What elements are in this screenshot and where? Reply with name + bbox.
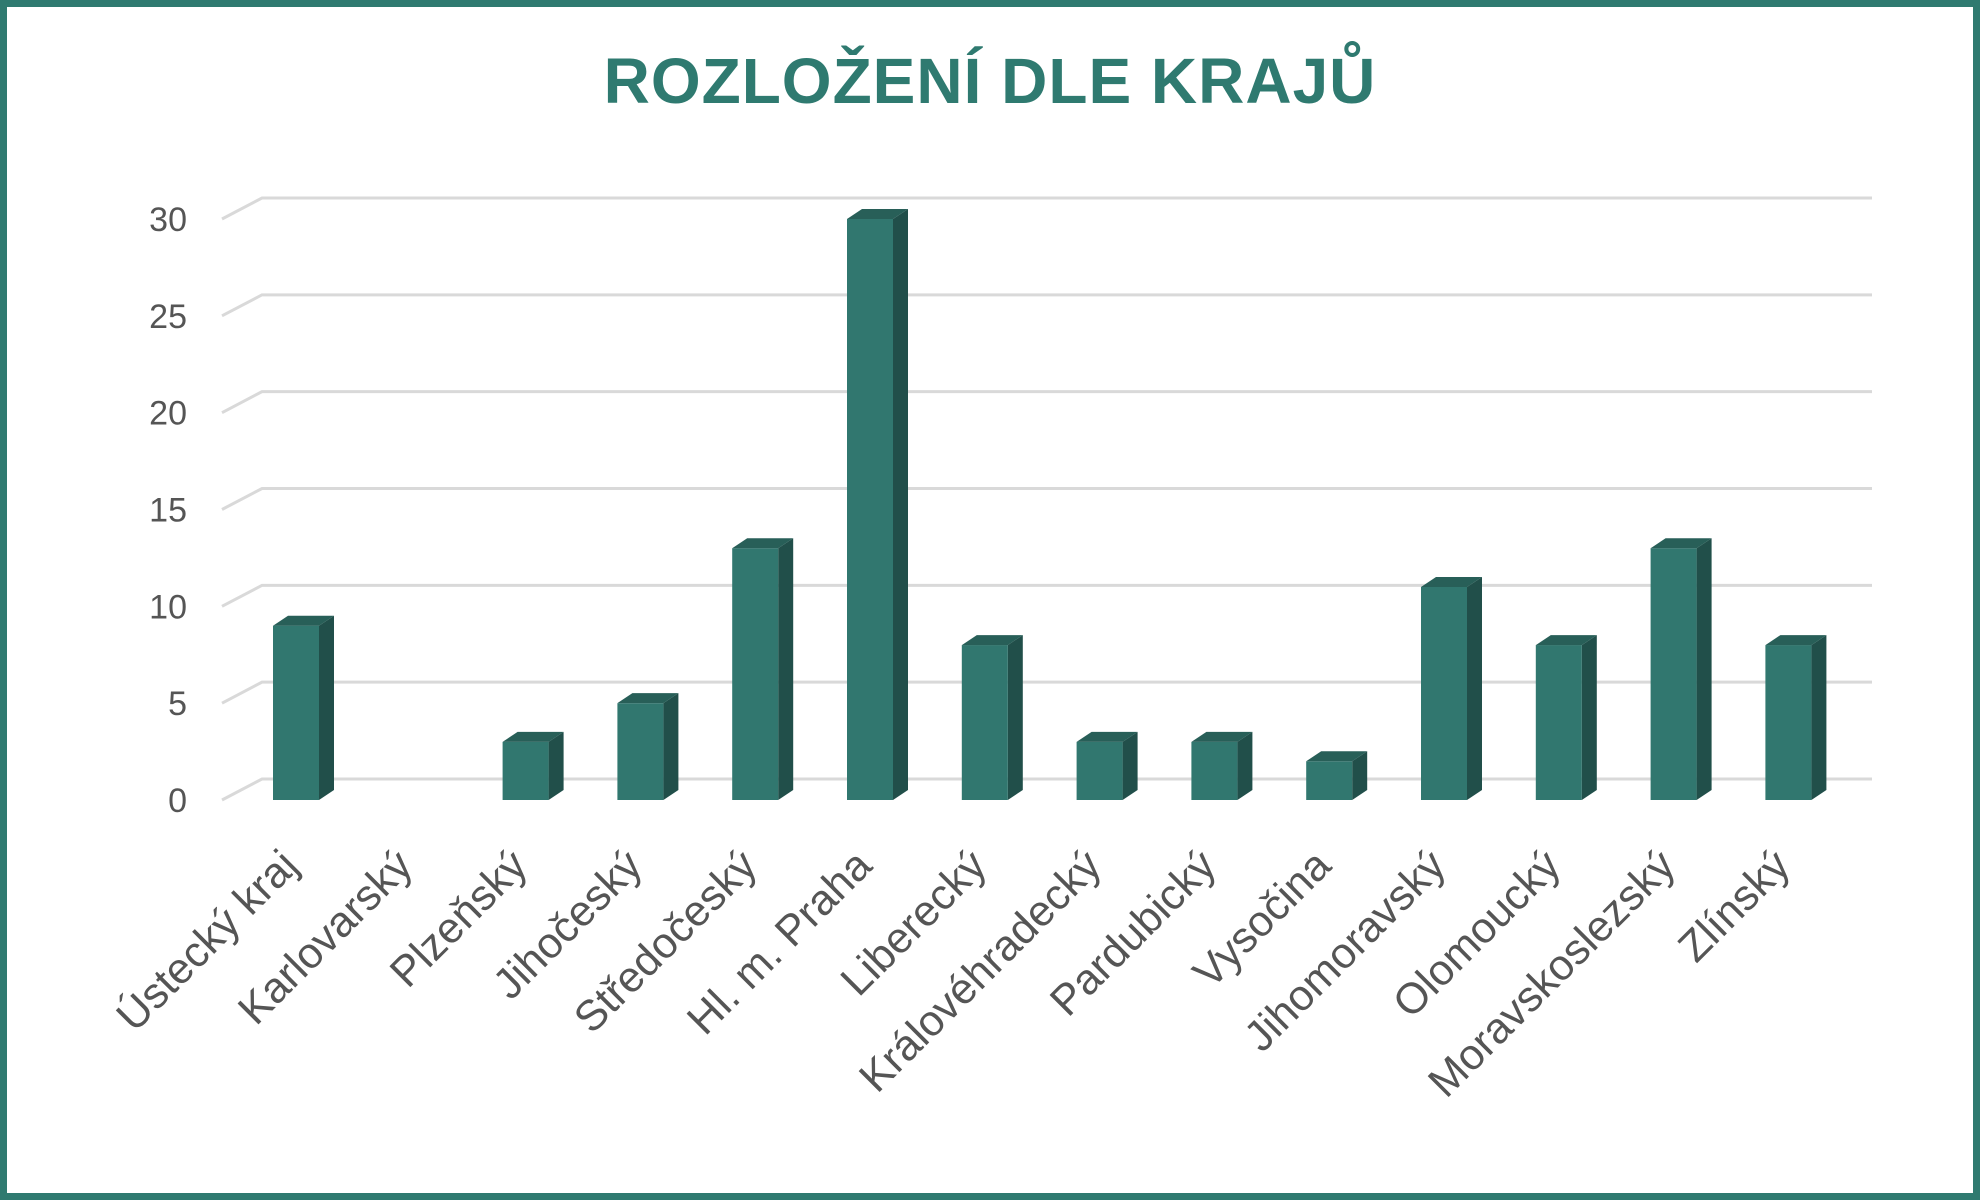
bar-Plzeňský (502, 731, 564, 800)
bar-front (273, 625, 319, 800)
bar-side (1122, 731, 1138, 800)
bar-Jihočeský (617, 693, 679, 800)
y-tick-label: 0 (168, 782, 187, 820)
bar-side (1007, 635, 1023, 800)
bar-front (847, 219, 893, 800)
gridlines (221, 196, 1872, 802)
bar-top (273, 615, 334, 626)
y-tick-label: 10 (149, 588, 187, 626)
bar-Vysočina (1306, 751, 1368, 800)
bar-Olomoucký (1535, 635, 1597, 800)
gridline-5 (221, 680, 1872, 705)
bar-front (502, 741, 549, 800)
bar-side (319, 615, 334, 800)
bar-top (1535, 635, 1597, 646)
bar-front (617, 703, 664, 800)
x-category-label: Jihomoravský (1235, 841, 1455, 1061)
gridline-0 (221, 777, 1872, 802)
bar-side (663, 693, 679, 800)
bar-side (1352, 751, 1368, 800)
bar-side (778, 538, 794, 800)
bars (273, 209, 1827, 800)
bar-Hl. m. Praha (847, 209, 908, 800)
bar-front (961, 645, 1008, 800)
bar-side (1811, 635, 1827, 800)
bar-side (548, 731, 564, 800)
bar-front (1076, 741, 1123, 800)
chart-title: ROZLOŽENÍ DLE KRAJŮ (603, 45, 1377, 117)
bar-front (1765, 645, 1812, 800)
bar-side (1237, 731, 1253, 800)
bar-top (732, 538, 794, 549)
bar-Ústecký kraj (273, 615, 334, 800)
bar-top (1765, 635, 1827, 646)
bar-top (961, 635, 1023, 646)
bar-side (893, 209, 908, 800)
y-tick-label: 5 (168, 685, 187, 723)
bar-front (1535, 645, 1582, 800)
x-category-label: Zlínský (1669, 841, 1800, 972)
gridline-30 (221, 196, 1872, 221)
bar-top (1421, 576, 1482, 587)
y-tick-label: 25 (149, 298, 187, 336)
bar-top (1191, 731, 1253, 742)
bar-Zlínský (1765, 635, 1827, 800)
bar-top (617, 693, 679, 704)
bar-top (1650, 538, 1712, 549)
bar-Liberecký (961, 635, 1023, 800)
y-tick-label: 30 (149, 201, 187, 239)
bar-Pardubický (1191, 731, 1253, 800)
y-tick-label: 20 (149, 395, 187, 433)
bar-front (732, 548, 779, 800)
bar-front (1650, 548, 1697, 800)
bar-top (1076, 731, 1138, 742)
bar-front (1191, 741, 1238, 800)
bar-top (502, 731, 564, 742)
bar-Královéhradecký (1076, 731, 1138, 800)
gridline-20 (221, 390, 1872, 414)
y-axis-tick-labels: 0 5 10 15 20 25 30 (149, 201, 187, 820)
bar-side (1467, 576, 1482, 800)
bar-Středočeský (732, 538, 794, 800)
x-axis-category-labels: Ústecký krajKarlovarskýPlzeňskýJihočeský… (108, 841, 1800, 1107)
bar-front (1421, 586, 1467, 800)
bar-front (1306, 761, 1353, 800)
gridline-10 (221, 583, 1872, 608)
bar-side (1581, 635, 1597, 800)
bar-top (1306, 751, 1368, 762)
bar-Moravskoslezský (1650, 538, 1712, 800)
gridline-25 (221, 293, 1872, 318)
bar-Jihomoravský (1421, 576, 1482, 800)
bar-side (1696, 538, 1712, 800)
y-tick-label: 15 (149, 492, 187, 530)
gridline-15 (221, 487, 1872, 511)
bar-top (847, 209, 908, 219)
